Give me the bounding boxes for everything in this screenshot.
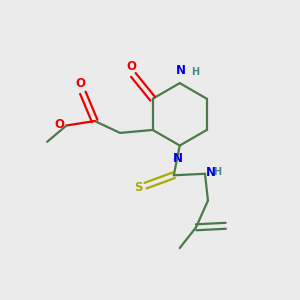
Text: H: H [213,167,221,177]
Text: O: O [54,118,64,131]
Text: O: O [76,77,85,90]
Text: N: N [206,166,216,179]
Text: N: N [173,152,183,165]
Text: H: H [191,67,199,77]
Text: N: N [176,64,186,77]
Text: S: S [134,181,142,194]
Text: O: O [126,60,136,73]
